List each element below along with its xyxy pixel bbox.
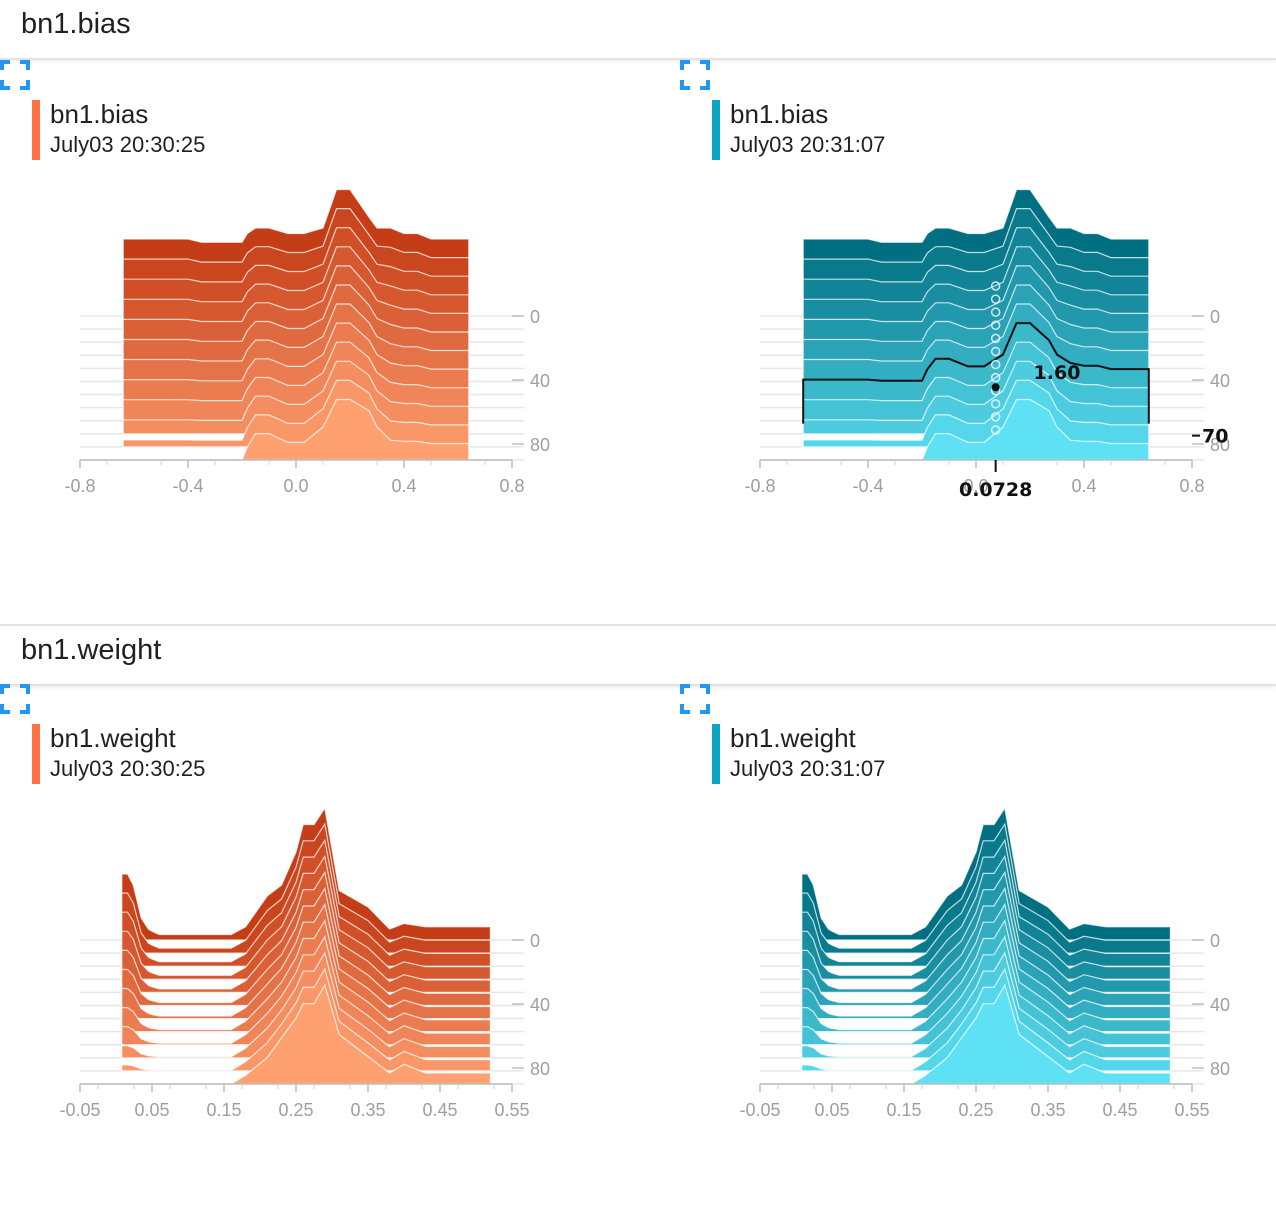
card-subtitle: July03 20:30:25 — [50, 756, 206, 781]
hover-point — [991, 383, 1000, 392]
x-tick-label: 0.15 — [886, 1100, 921, 1120]
x-tick-label: -0.8 — [64, 476, 95, 496]
histogram-card: bn1.bias July03 20:31:07 -0.8 -0.4 0.0 0.4 0… — [680, 60, 1240, 560]
x-tick-label: -0.05 — [59, 1100, 100, 1120]
y-tick-label: 0 — [1210, 931, 1220, 951]
y-tick-label: 40 — [530, 371, 550, 391]
hover-marker — [990, 359, 1001, 370]
x-tick-label: 0.05 — [814, 1100, 849, 1120]
x-tick-label: 0.25 — [278, 1100, 313, 1120]
x-tick-label: 0.15 — [206, 1100, 241, 1120]
run-color-bar — [32, 724, 40, 784]
card-title: bn1.weight — [50, 723, 176, 753]
x-tick-label: 0.05 — [134, 1100, 169, 1120]
histogram-card: bn1.weight July03 20:30:25 -0.05 0.05 0.15… — [0, 684, 560, 1184]
section-title: bn1.weight — [21, 634, 162, 666]
histogram-ridge — [802, 379, 1150, 448]
x-tick-label: 0.8 — [499, 476, 524, 496]
hover-x-label: 0.0728 — [959, 479, 1032, 500]
y-tick-label: 0 — [530, 931, 540, 951]
x-tick-label: 0.35 — [1030, 1100, 1065, 1120]
x-tick-label: 0.4 — [391, 476, 416, 496]
card-subtitle: July03 20:30:25 — [50, 132, 206, 157]
y-tick-label: 80 — [530, 1059, 550, 1079]
section-header-weight[interactable]: bn1.weight — [0, 624, 1276, 686]
section-header-bias[interactable]: bn1.bias — [0, 0, 1276, 60]
histogram-card: bn1.bias July03 20:30:25 -0.8 -0.4 0.0 0.4 0… — [0, 60, 560, 560]
hover-marker — [990, 281, 1001, 291]
x-tick-label: 0.4 — [1071, 476, 1096, 496]
histogram-chart[interactable]: -0.8 -0.4 0.0 0.4 0.8 0 40 80 — [0, 60, 560, 500]
x-tick-label: 0.45 — [422, 1100, 457, 1120]
histogram-chart[interactable]: -0.05 0.05 0.15 0.25 0.35 0.45 0.55 0 40 80 — [0, 684, 560, 1124]
x-tick-label: -0.4 — [172, 476, 203, 496]
x-tick-label: 0.8 — [1179, 476, 1204, 496]
card-title: bn1.bias — [730, 99, 829, 129]
y-tick-label: 80 — [530, 435, 550, 455]
hover-marker — [990, 294, 1001, 304]
x-tick-label: 0.45 — [1102, 1100, 1137, 1120]
y-tick-label: 40 — [1210, 371, 1230, 391]
x-tick-label: 0.25 — [958, 1100, 993, 1120]
y-tick-label: 40 — [530, 995, 550, 1015]
hover-marker — [990, 372, 1001, 383]
run-color-bar — [712, 724, 720, 784]
fullscreen-icon[interactable] — [0, 684, 30, 714]
run-color-bar — [712, 100, 720, 160]
x-tick-label: 0.55 — [494, 1100, 529, 1120]
fullscreen-icon[interactable] — [680, 684, 710, 714]
y-tick-label: 80 — [1210, 435, 1230, 455]
fullscreen-icon[interactable] — [680, 60, 710, 90]
hover-value-label: 1.60 — [1034, 362, 1081, 384]
x-tick-label: -0.4 — [852, 476, 883, 496]
hover-marker — [990, 425, 1001, 435]
fullscreen-icon[interactable] — [0, 60, 30, 90]
x-tick-label: 0.35 — [350, 1100, 385, 1120]
x-tick-label: 0.0 — [283, 476, 308, 496]
histogram-ridge — [122, 379, 470, 448]
histogram-card: bn1.weight July03 20:31:07 -0.05 0.05 0.15… — [680, 684, 1240, 1184]
hover-marker — [990, 412, 1001, 422]
x-tick-label: 0.0 — [963, 476, 988, 496]
x-tick-label: 0.55 — [1174, 1100, 1209, 1120]
card-title: bn1.bias — [50, 99, 149, 129]
y-tick-label: 0 — [1210, 307, 1220, 327]
section-title: bn1.bias — [21, 8, 131, 40]
hover-marker — [990, 333, 1001, 344]
x-tick-label: -0.05 — [739, 1100, 780, 1120]
card-title: bn1.weight — [730, 723, 856, 753]
y-tick-label: 40 — [1210, 995, 1230, 1015]
histogram-chart[interactable]: -0.8 -0.4 0.0 0.4 0.8 0 40 80 0.0728 1.60 70 — [680, 60, 1240, 500]
hover-marker — [990, 320, 1001, 331]
histogram-chart[interactable]: -0.05 0.05 0.15 0.25 0.35 0.45 0.55 0 40 80 — [680, 684, 1240, 1124]
hover-marker — [990, 399, 1001, 409]
hover-marker — [990, 346, 1001, 357]
hover-marker — [990, 307, 1001, 317]
hover-step-label: 70 — [1202, 426, 1228, 448]
card-subtitle: July03 20:31:07 — [730, 756, 886, 781]
y-tick-label: 80 — [1210, 1059, 1230, 1079]
x-tick-label: -0.8 — [744, 476, 775, 496]
run-color-bar — [32, 100, 40, 160]
card-subtitle: July03 20:31:07 — [730, 132, 886, 157]
y-tick-label: 0 — [530, 307, 540, 327]
